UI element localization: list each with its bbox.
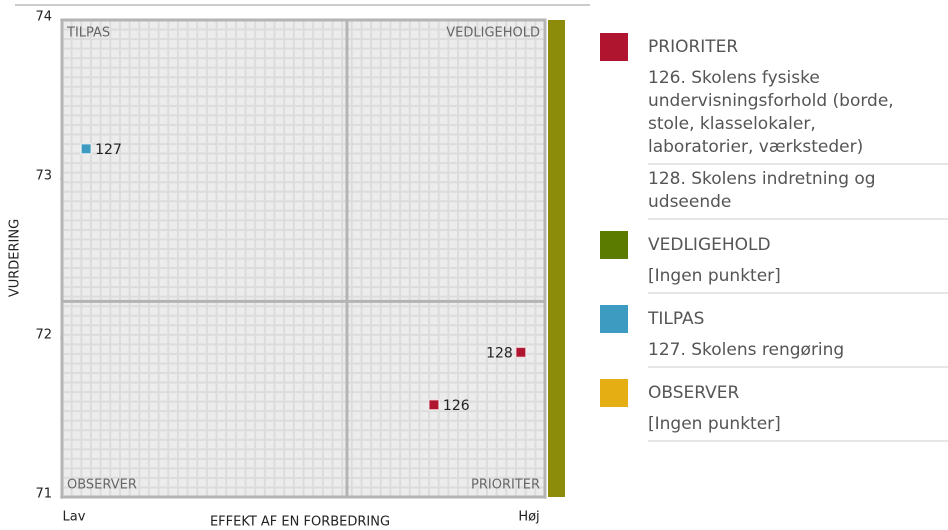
legend-name: PRIORITER [648, 37, 739, 57]
y-axis-label: VURDERING [8, 219, 23, 297]
point-label: 128 [486, 345, 513, 361]
legend-header: OBSERVER [600, 376, 948, 410]
legend-header: VEDLIGEHOLD [600, 228, 948, 262]
point-label: 127 [95, 142, 122, 158]
plot-border [60, 18, 547, 499]
legend-icon [600, 33, 628, 61]
y-tick-label: 74 [35, 10, 52, 25]
quadrant-label: OBSERVER [67, 478, 137, 493]
y-tick-label: 71 [35, 487, 52, 502]
data-point [80, 143, 92, 155]
x-tick-label: Høj [518, 510, 539, 525]
legend-icon [600, 231, 628, 259]
chart: EFFEKT AF EN FORBEDRING VURDERING 71 72 73… [8, 4, 590, 530]
legend-group: OBSERVER [Ingen punkter] [600, 376, 948, 442]
legend-name: OBSERVER [648, 383, 740, 403]
point-label: 126 [443, 398, 470, 414]
legend-group: TILPAS 127. Skolens rengøring [600, 302, 948, 368]
legend-header: TILPAS [600, 302, 948, 336]
legend-icon [600, 305, 628, 333]
side-bar [548, 20, 565, 497]
legend-item: 128. Skolens indretning og udseende [648, 165, 948, 220]
legend-name: TILPAS [648, 309, 705, 329]
legend-group: VEDLIGEHOLD [Ingen punkter] [600, 228, 948, 294]
x-tick-label: Lav [63, 510, 86, 525]
data-point [515, 346, 527, 359]
y-tick-label: 72 [35, 328, 52, 343]
legend-item: 127. Skolens rengøring [648, 336, 948, 368]
legend-icon [600, 379, 628, 407]
quadrant-label: PRIORITER [471, 478, 540, 493]
legend-name: VEDLIGEHOLD [648, 235, 771, 255]
y-tick-label: 73 [35, 169, 52, 184]
legend-item: 126. Skolens fysiske undervisningsforhol… [648, 64, 948, 165]
legend-item: [Ingen punkter] [648, 410, 948, 442]
data-point [428, 399, 440, 411]
legend-group: PRIORITER 126. Skolens fysiske undervisni… [600, 30, 948, 220]
quadrant-label: TILPAS [66, 26, 110, 41]
legend-header: PRIORITER [600, 30, 948, 64]
legend: PRIORITER 126. Skolens fysiske undervisni… [600, 30, 948, 450]
plot-area [62, 20, 545, 497]
legend-item: [Ingen punkter] [648, 262, 948, 294]
quadrant-label: VEDLIGEHOLD [446, 26, 540, 41]
x-axis-label: EFFEKT AF EN FORBEDRING [210, 515, 390, 530]
